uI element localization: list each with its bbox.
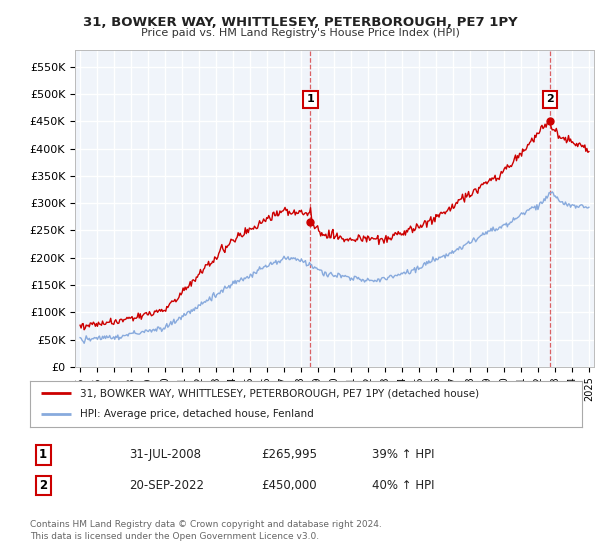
Text: 1: 1	[307, 95, 314, 105]
Text: 1: 1	[39, 448, 47, 461]
Text: Contains HM Land Registry data © Crown copyright and database right 2024.
This d: Contains HM Land Registry data © Crown c…	[30, 520, 382, 541]
Text: 20-SEP-2022: 20-SEP-2022	[129, 479, 204, 492]
Text: 31, BOWKER WAY, WHITTLESEY, PETERBOROUGH, PE7 1PY: 31, BOWKER WAY, WHITTLESEY, PETERBOROUGH…	[83, 16, 517, 29]
Text: HPI: Average price, detached house, Fenland: HPI: Average price, detached house, Fenl…	[80, 409, 313, 419]
Text: Price paid vs. HM Land Registry's House Price Index (HPI): Price paid vs. HM Land Registry's House …	[140, 28, 460, 38]
Text: 31-JUL-2008: 31-JUL-2008	[129, 448, 201, 461]
Text: 2: 2	[547, 95, 554, 105]
Text: £450,000: £450,000	[261, 479, 317, 492]
Text: 2: 2	[39, 479, 47, 492]
Text: 40% ↑ HPI: 40% ↑ HPI	[372, 479, 434, 492]
Text: 31, BOWKER WAY, WHITTLESEY, PETERBOROUGH, PE7 1PY (detached house): 31, BOWKER WAY, WHITTLESEY, PETERBOROUGH…	[80, 388, 479, 398]
Text: £265,995: £265,995	[261, 448, 317, 461]
Text: 39% ↑ HPI: 39% ↑ HPI	[372, 448, 434, 461]
